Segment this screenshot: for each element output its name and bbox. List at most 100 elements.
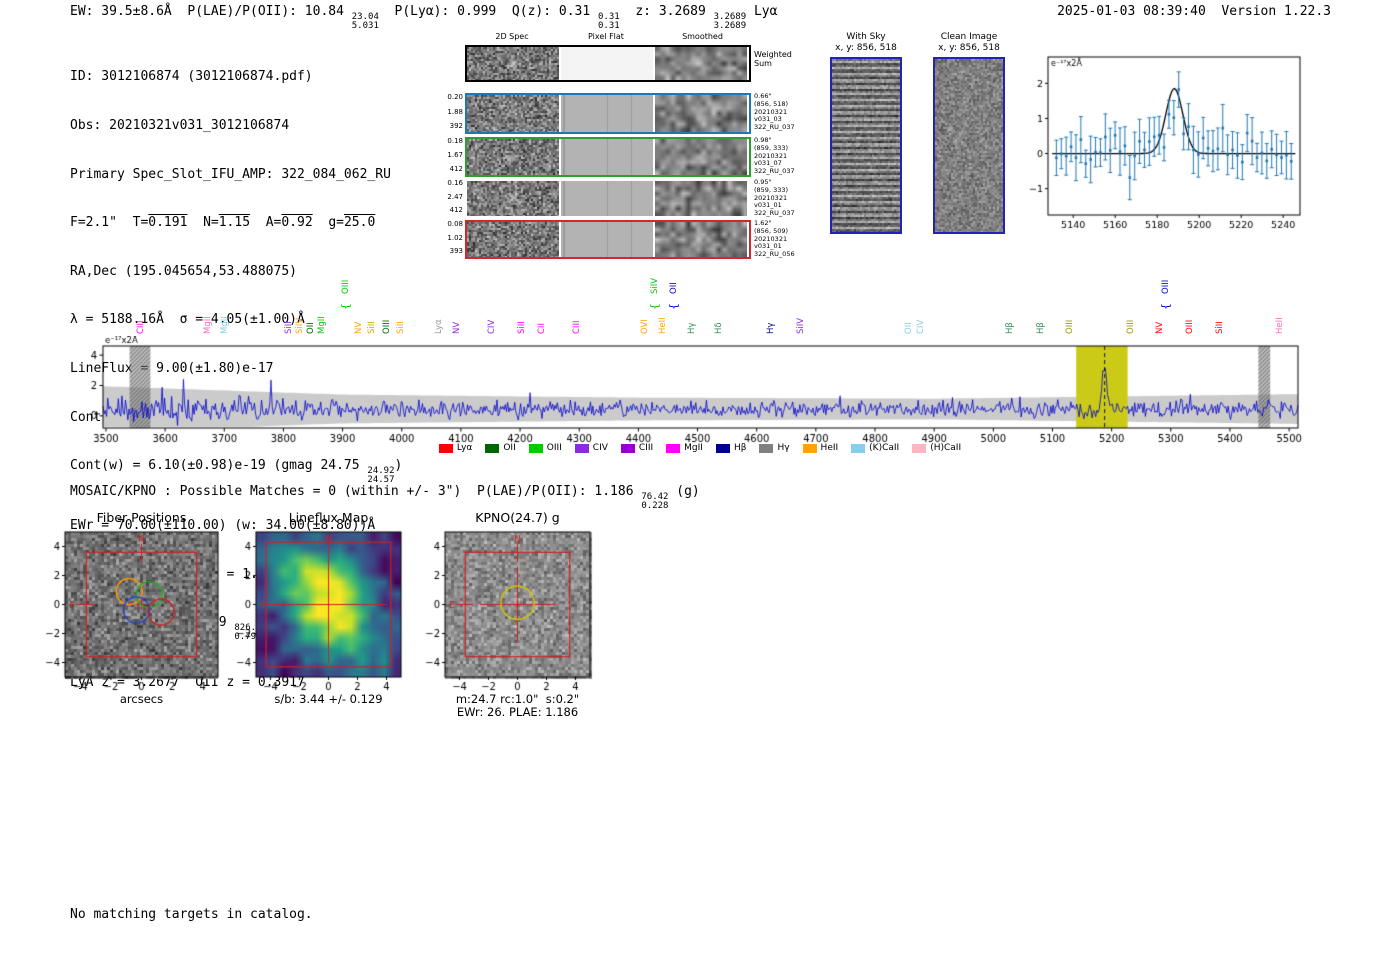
cutout-row-fiber1 bbox=[465, 93, 751, 134]
kpno-title: KPNO(24.7) g bbox=[475, 510, 560, 525]
cutout-row-fiber4 bbox=[465, 220, 751, 259]
legend-swatch bbox=[759, 443, 774, 453]
legend-item: MgII bbox=[666, 443, 703, 453]
line-label-siii: SiII bbox=[367, 321, 378, 334]
line-label-hδ: Hδ bbox=[714, 322, 725, 334]
with-sky-cutout bbox=[830, 57, 902, 234]
legend-label: Hγ bbox=[777, 443, 790, 453]
line-label-civ: CIV bbox=[915, 319, 926, 334]
line-label-lyα: Lyα bbox=[434, 319, 445, 334]
line-label-brace: { bbox=[666, 303, 680, 310]
line-label-brace: { bbox=[1159, 303, 1173, 310]
line-label-hγ: Hγ bbox=[686, 322, 697, 334]
line-label-siiv: SiIV bbox=[294, 317, 305, 334]
footer-line1: No matching targets in catalog. bbox=[70, 907, 313, 923]
kpno-caption2: EWr: 26. PLAE: 1.186 bbox=[456, 705, 579, 719]
fiber-positions-title: Fiber Positions bbox=[96, 510, 187, 525]
cutout-smoothed-image-row1 bbox=[655, 95, 747, 132]
legend-label: OII bbox=[503, 443, 516, 453]
line-fit-zoom-plot bbox=[1022, 50, 1302, 232]
cutout-pixelflat-image-row1 bbox=[561, 95, 653, 132]
legend-label: OIII bbox=[546, 443, 562, 453]
line-label-hβ: Hβ bbox=[1005, 322, 1016, 334]
cutout-smoothed-image-row3 bbox=[655, 181, 747, 216]
cutout-pixelflat-image-row4 bbox=[561, 222, 653, 257]
cutout-2dspec-image-row4 bbox=[467, 222, 559, 257]
line-label-oiii: OIII bbox=[1125, 319, 1136, 334]
legend-swatch bbox=[802, 443, 817, 453]
line-label-siii: SiII bbox=[395, 321, 406, 334]
cutout-smoothed-image-row2 bbox=[655, 139, 747, 175]
legend-swatch bbox=[666, 443, 681, 453]
fiber-positions-xlabel: arcsecs bbox=[119, 692, 164, 706]
plya-qz-text: P(Lyα): 0.999 Q(z): 0.31 bbox=[378, 4, 599, 19]
legend-item: OII bbox=[485, 443, 516, 453]
ew-plae-text: EW: 39.5±8.6Å P(LAE)/P(OII): 10.84 bbox=[70, 4, 352, 19]
clean-image-cutout bbox=[933, 57, 1005, 234]
line-label-ciii: CIII bbox=[571, 320, 582, 334]
legend-item: Hβ bbox=[715, 443, 747, 453]
line-label-nv: NV bbox=[1155, 321, 1166, 334]
with-sky-title: With Sky bbox=[846, 32, 886, 42]
legend-label: CIII bbox=[638, 443, 654, 453]
legend-swatch bbox=[715, 443, 730, 453]
weighted-sum-label: Weighted Sum bbox=[754, 50, 792, 68]
cutout-row-weighted-sum bbox=[465, 45, 751, 82]
legend-label: (H)CaII bbox=[930, 443, 962, 453]
legend-item: Hγ bbox=[759, 443, 790, 453]
legend-swatch bbox=[574, 443, 589, 453]
line-label-nv: NV bbox=[354, 321, 365, 334]
legend-swatch bbox=[620, 443, 635, 453]
line-label-brace: { bbox=[339, 303, 353, 310]
plae-errorbars: 23.04 5.031 bbox=[351, 11, 379, 31]
clean-image-coords: x, y: 856, 518 bbox=[938, 43, 1000, 53]
cutout-pixelflat-image-row2 bbox=[561, 139, 653, 175]
line-label-civ: CIV bbox=[486, 319, 497, 334]
legend-swatch bbox=[528, 443, 543, 453]
line-label-ovi: OVI bbox=[640, 319, 651, 334]
with-sky-coords: x, y: 856, 518 bbox=[835, 43, 897, 53]
legend-swatch bbox=[438, 443, 453, 453]
lineflux-map-plot bbox=[221, 525, 413, 700]
row2-scale-labels: 0.18 1.67 412 bbox=[447, 137, 463, 173]
line-label-siiv: SiIV bbox=[649, 277, 660, 294]
line-label-nv: NV bbox=[451, 321, 462, 334]
clean-image-title: Clean Image bbox=[940, 32, 998, 42]
cutout-pixelflat-image-row3 bbox=[561, 181, 653, 216]
row1-scale-labels: 0.20 1.88 392 bbox=[447, 93, 463, 130]
legend-swatch bbox=[912, 443, 927, 453]
row1-annotation: 0.66" (856, 518) 20210321 v031_03 322_RU_037 bbox=[754, 92, 795, 132]
emission-line-labels: CIII MgII MgII SiII SiIV OII MgII OIII{NV SiII OI… bbox=[60, 258, 1320, 336]
info-cont-w: Cont(w) = 6.10(±0.98)e-19 (gmag 24.75 24… bbox=[70, 458, 403, 486]
kpno-plot bbox=[410, 525, 602, 700]
info-id: ID: 3012106874 (3012106874.pdf) bbox=[70, 69, 313, 85]
info-seeing: F=2.1" T=0.191 N=1.15 A=0.92 g=25.0 bbox=[70, 215, 376, 231]
row2-annotation: 0.98" (859, 333) 20210321 v031_07 322_RU_037 bbox=[754, 136, 795, 176]
summary-stats-line: EW: 39.5±8.6Å P(LAE)/P(OII): 10.84 23.04… bbox=[70, 4, 777, 32]
cutout-2dspec-image-row0 bbox=[467, 47, 559, 80]
line-label-mgii: MgII bbox=[202, 316, 213, 334]
info-wavelength: λ = 5188.16Å σ = 4.05(±1.00)Å bbox=[70, 312, 305, 328]
cutout-2dspec-image-row1 bbox=[467, 95, 559, 132]
cutout-row-fiber2 bbox=[465, 137, 751, 177]
line-label-oii: OII bbox=[305, 322, 316, 334]
legend-item: CIII bbox=[620, 443, 654, 453]
spectrum-legend: Lyα OII OIII CIV CIII MgII Hβ Hγ HeII (K)CaII (H)C… bbox=[0, 443, 1400, 453]
legend-item: (H)CaII bbox=[912, 443, 961, 453]
line-label-oii: OII bbox=[903, 322, 914, 334]
z-text: z: 3.2689 bbox=[619, 4, 714, 19]
legend-label: HeII bbox=[820, 443, 839, 453]
legend-label: Hβ bbox=[733, 443, 747, 453]
legend-item: OIII bbox=[528, 443, 562, 453]
cutout-pixelflat-image-row0 bbox=[561, 47, 653, 80]
col-header-2d-spec: 2D Spec bbox=[495, 32, 529, 41]
col-header-smoothed: Smoothed bbox=[682, 32, 723, 41]
legend-swatch bbox=[851, 443, 866, 453]
legend-item: (K)CaII bbox=[851, 443, 899, 453]
legend-item: Lyα bbox=[438, 443, 472, 453]
line-label-siiv: SiIV bbox=[796, 317, 807, 334]
line-label-siii: SiII bbox=[1214, 321, 1225, 334]
legend-label: CIV bbox=[592, 443, 608, 453]
line-label-hγ: Hγ bbox=[766, 322, 777, 334]
